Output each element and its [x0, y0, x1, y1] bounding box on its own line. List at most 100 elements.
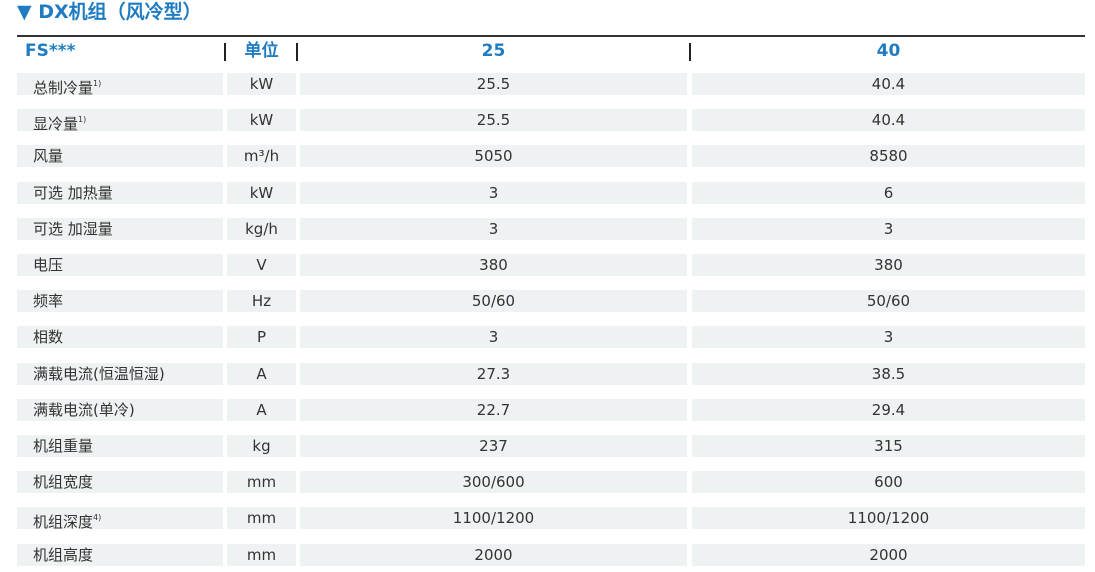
- row-label-cell: 满载电流(单冷): [17, 398, 223, 421]
- header-cell: 40: [876, 41, 901, 61]
- value-cell: 380: [692, 254, 1085, 276]
- row-label-cell: 频率: [17, 290, 223, 313]
- value-cell: 25.5: [300, 109, 687, 132]
- value: 1100/1200: [452, 509, 535, 528]
- row-label-cell: 机组宽度: [17, 471, 223, 494]
- unit-cell: kg: [227, 435, 296, 457]
- value: 8580: [869, 147, 908, 166]
- value: 5050: [474, 147, 513, 166]
- row-label-cell: 满载电流(恒温恒湿): [17, 362, 223, 385]
- header-cell: 25: [481, 41, 506, 61]
- unit-cell: mm: [227, 471, 296, 494]
- row-label-cell: 电压: [17, 254, 223, 276]
- header-cell: 单位: [244, 41, 279, 61]
- value: 29.4: [871, 400, 906, 419]
- value: 40.4: [871, 111, 906, 130]
- value-cell: 27.3: [300, 362, 687, 385]
- unit-cell: A: [227, 362, 296, 385]
- value-cell: 600: [692, 471, 1085, 494]
- value: 22.7: [476, 400, 511, 419]
- unit: V: [256, 256, 267, 274]
- row-label: 满载电流(恒温恒湿): [33, 364, 165, 383]
- value: 600: [874, 473, 903, 492]
- value-cell: 6: [692, 181, 1085, 204]
- value-cell: 25.5: [300, 73, 687, 95]
- unit-cell: kW: [227, 181, 296, 204]
- value-cell: 40.4: [692, 109, 1085, 132]
- row-label: 风量: [33, 147, 64, 166]
- row-label: 频率: [33, 292, 64, 311]
- unit: kW: [249, 75, 274, 93]
- value-cell: 3: [692, 217, 1085, 240]
- value-cell: 29.4: [692, 398, 1085, 421]
- value: 1100/1200: [847, 509, 930, 528]
- value-cell: 3: [300, 326, 687, 349]
- unit-cell: kg/h: [227, 217, 296, 240]
- value-cell: 40.4: [692, 73, 1085, 95]
- unit: P: [256, 328, 267, 347]
- unit-cell: kW: [227, 73, 296, 95]
- row-label-cell: 机组高度: [17, 543, 223, 566]
- unit: kW: [249, 183, 274, 202]
- value: 3: [488, 328, 499, 347]
- row-label-cell: 可选 加热量: [17, 181, 223, 204]
- separator: [224, 43, 226, 61]
- value: 380: [479, 256, 508, 274]
- unit-cell: mm: [227, 507, 296, 530]
- value-cell: 1100/1200: [300, 507, 687, 530]
- row-label: 可选 加湿量: [33, 219, 113, 238]
- unit: mm: [246, 545, 277, 564]
- value: 3: [488, 183, 499, 202]
- footnote-mark: 4): [93, 513, 102, 523]
- separator: [296, 43, 298, 61]
- value: 3: [488, 219, 499, 238]
- row-label: 机组重量: [33, 437, 94, 455]
- row-label-cell: 风量: [17, 145, 223, 168]
- row-label: 相数: [33, 328, 64, 347]
- row-label: 满载电流(单冷): [33, 400, 135, 419]
- row-label-cell: 总制冷量1): [17, 73, 223, 97]
- footnote-mark: 1): [93, 79, 102, 88]
- row-label: 总制冷量: [33, 79, 94, 97]
- value: 25.5: [476, 111, 511, 130]
- value-cell: 315: [692, 435, 1085, 457]
- unit: m³/h: [243, 147, 280, 166]
- unit: mm: [246, 509, 277, 528]
- value-cell: 8580: [692, 145, 1085, 168]
- value-cell: 22.7: [300, 398, 687, 421]
- value: 38.5: [871, 364, 906, 383]
- value-cell: 2000: [692, 543, 1085, 566]
- row-label-cell: 相数: [17, 326, 223, 349]
- header-cell: FS***: [25, 41, 76, 61]
- value: 315: [874, 437, 903, 455]
- value-cell: 3: [692, 326, 1085, 349]
- value: 2000: [474, 545, 513, 564]
- value: 237: [479, 437, 508, 455]
- value-cell: 38.5: [692, 362, 1085, 385]
- value: 2000: [869, 545, 908, 564]
- value-cell: 3: [300, 181, 687, 204]
- value-cell: 1100/1200: [692, 507, 1085, 530]
- unit-cell: m³/h: [227, 145, 296, 168]
- value: 3: [883, 219, 894, 238]
- unit-cell: kW: [227, 109, 296, 132]
- value-cell: 50/60: [300, 290, 687, 313]
- value: 380: [874, 256, 903, 274]
- row-label: 机组高度: [33, 545, 94, 564]
- row-label-cell: 可选 加湿量: [17, 217, 223, 240]
- row-label: 机组深度: [33, 513, 94, 532]
- header-rule: [17, 35, 1085, 37]
- unit: Hz: [251, 292, 272, 311]
- value: 300/600: [462, 473, 525, 492]
- unit: mm: [246, 473, 277, 492]
- value: 25.5: [476, 75, 511, 93]
- row-label-cell: 显冷量1): [17, 109, 223, 133]
- unit-cell: mm: [227, 543, 296, 566]
- value: 40.4: [871, 75, 906, 93]
- value: 6: [883, 183, 894, 202]
- value-cell: 5050: [300, 145, 687, 168]
- row-label: 机组宽度: [33, 473, 94, 492]
- footnote-mark: 1): [78, 115, 87, 125]
- section-title: ▼ DX机组（风冷型）: [17, 1, 202, 23]
- unit: A: [256, 400, 267, 419]
